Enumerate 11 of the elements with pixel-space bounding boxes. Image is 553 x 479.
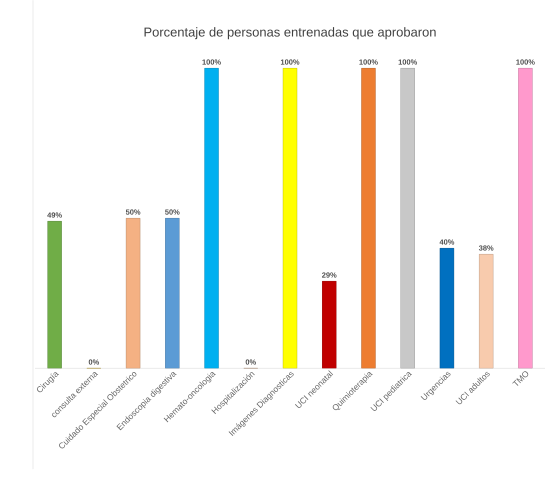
bar	[518, 68, 533, 368]
chart-title: Porcentaje de personas entrenadas que aprobaron	[144, 27, 436, 40]
bar	[165, 218, 180, 368]
bar	[47, 220, 62, 368]
bar	[282, 68, 298, 368]
bar	[126, 218, 140, 368]
bar	[322, 280, 336, 368]
bar	[361, 68, 376, 368]
bar	[440, 248, 454, 368]
bar	[204, 68, 219, 368]
bar	[478, 254, 494, 368]
